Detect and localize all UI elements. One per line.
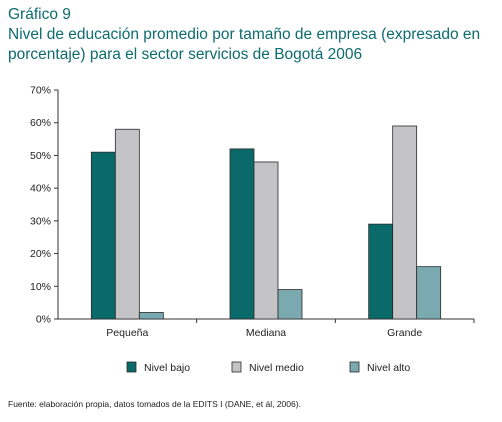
source-note: Fuente: elaboración propia, datos tomado… bbox=[8, 399, 301, 409]
bar bbox=[368, 223, 394, 320]
y-tick-label: 60% bbox=[30, 117, 51, 129]
x-tick-label: Grande bbox=[387, 327, 422, 339]
bar bbox=[114, 128, 140, 320]
bar bbox=[253, 161, 279, 320]
legend-label: Nivel medio bbox=[249, 362, 304, 374]
bar bbox=[392, 125, 418, 320]
legend-swatch bbox=[126, 361, 137, 373]
bar bbox=[229, 148, 255, 320]
legend-swatch bbox=[349, 361, 360, 373]
y-tick-label: 20% bbox=[30, 248, 51, 260]
bar bbox=[416, 266, 442, 320]
x-tick-label: Mediana bbox=[246, 327, 286, 339]
y-tick-label: 30% bbox=[30, 215, 51, 227]
legend-label: Nivel alto bbox=[367, 362, 410, 374]
legend-label: Nivel bajo bbox=[144, 362, 190, 374]
y-tick-label: 50% bbox=[30, 150, 51, 162]
y-tick-label: 10% bbox=[30, 281, 51, 293]
bar-chart: 0% 10% 20% 30% 40% 50% 60% 70% Pequeña Mediana Gra… bbox=[30, 85, 475, 374]
bar bbox=[277, 289, 303, 320]
chart-title: Nivel de educación promedio por tamaño d… bbox=[8, 26, 481, 63]
y-tick-label: 70% bbox=[30, 85, 51, 97]
legend-swatch bbox=[231, 361, 242, 373]
y-tick-label: 0% bbox=[36, 314, 51, 326]
x-tick-label: Pequeña bbox=[106, 327, 148, 339]
y-tick-label: 40% bbox=[30, 183, 51, 195]
bar bbox=[138, 312, 164, 320]
figure-label: Gráfico 9 bbox=[8, 6, 71, 23]
bar bbox=[90, 151, 116, 320]
